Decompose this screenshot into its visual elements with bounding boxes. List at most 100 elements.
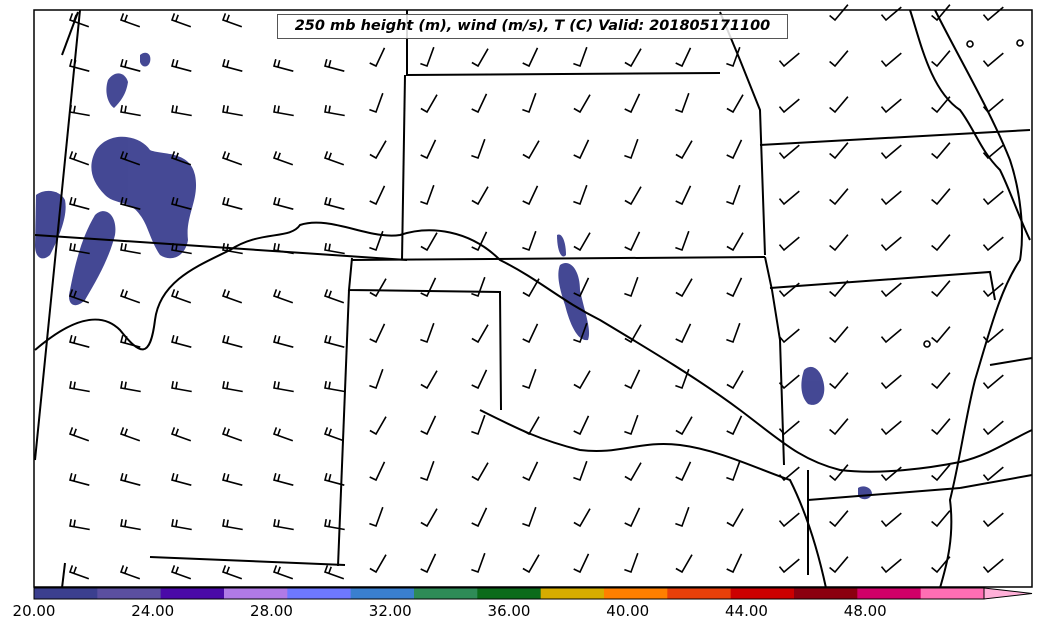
wind-barb — [420, 46, 435, 68]
wind-barb — [931, 234, 951, 252]
wind-barb — [471, 552, 486, 574]
colorbar-tick-label: 20.00 — [12, 602, 56, 620]
wind-barb — [69, 58, 90, 72]
colorbar-tick-label: 24.00 — [131, 602, 175, 620]
wind-barb — [171, 58, 192, 72]
wind-barb — [324, 380, 345, 393]
wind-barb — [119, 427, 141, 442]
wind-barb — [522, 323, 539, 344]
wind-barb — [69, 334, 90, 348]
border-illinois-lake — [909, 9, 1031, 241]
colorbar-segment — [34, 588, 98, 599]
wind-barb — [471, 48, 489, 68]
colorbar-segment — [857, 588, 922, 599]
border-colorado-nm — [347, 257, 502, 411]
colorbar-segment — [920, 588, 985, 599]
shaded-region-oklahoma — [558, 262, 590, 341]
wind-barb — [624, 462, 642, 482]
wind-barb — [221, 13, 243, 28]
wind-barb — [222, 58, 243, 72]
wind-barb — [69, 104, 90, 117]
wind-barb — [726, 508, 744, 528]
wind-barb — [222, 472, 243, 486]
wind-barb — [369, 230, 384, 252]
wind-barb — [726, 46, 741, 68]
wind-barb — [68, 13, 90, 28]
wind-barb — [624, 324, 642, 344]
map-title: 250 mb height (m), wind (m/s), T (C) Val… — [277, 14, 788, 39]
border-nm-west — [337, 289, 350, 567]
wind-barb — [69, 380, 90, 393]
wind-barb — [324, 334, 345, 348]
wind-barb — [324, 104, 345, 117]
wind-barb — [68, 289, 90, 304]
colorbar-segment — [730, 588, 795, 599]
height-contour-2 — [479, 409, 827, 589]
wind-barb — [778, 466, 800, 482]
wind-barb — [982, 558, 1004, 574]
wind-barb — [222, 196, 243, 210]
wind-barb — [222, 380, 243, 393]
wind-barb — [273, 58, 294, 72]
border-colorado-north — [34, 234, 408, 261]
wind-barb — [931, 418, 951, 436]
wind-barb — [880, 6, 902, 22]
wind-barb — [369, 323, 386, 344]
wind-barb — [273, 104, 294, 117]
wind-barb — [471, 324, 489, 344]
wind-barb — [829, 96, 849, 114]
wind-barb — [573, 232, 591, 252]
wind-barb — [522, 554, 540, 574]
wind-barb — [880, 420, 902, 436]
border-nevada-utah — [34, 9, 81, 461]
colorbar-segment — [540, 588, 605, 599]
wind-barb — [573, 277, 590, 298]
wind-barb — [778, 558, 800, 574]
colorbar-segment — [160, 588, 225, 599]
wind-barb — [675, 92, 690, 114]
wind-barb — [931, 464, 951, 482]
wind-barb — [119, 13, 141, 28]
wind-barb — [624, 93, 641, 114]
wind-barb — [726, 322, 741, 344]
wind-barb — [272, 427, 294, 442]
wind-barb — [471, 507, 488, 528]
wind-barb — [420, 370, 438, 390]
wind-barb — [273, 196, 294, 210]
wind-barb — [982, 144, 1004, 160]
wind-barb — [982, 466, 1004, 482]
wind-barb — [573, 46, 588, 68]
wind-barb — [324, 196, 345, 210]
wind-barb — [726, 232, 744, 252]
wind-barb — [69, 518, 90, 531]
wind-barb — [170, 13, 192, 28]
wind-barb — [726, 415, 743, 436]
wind-barb — [982, 190, 1004, 206]
wind-barb — [522, 92, 537, 114]
wind-barb — [120, 518, 141, 531]
wind-barb — [170, 565, 192, 580]
wind-barb — [880, 282, 902, 298]
colorbar-tick-label: 32.00 — [368, 602, 412, 620]
wind-barb — [982, 374, 1004, 390]
colorbar — [33, 587, 1033, 600]
wind-barb — [323, 565, 345, 580]
wind-barb — [522, 47, 539, 68]
wind-barb — [69, 472, 90, 486]
colorbar-segment — [97, 588, 162, 599]
wind-barb — [69, 242, 90, 255]
wind-barb — [624, 369, 641, 390]
wind-barb — [829, 280, 849, 298]
wind-barb — [931, 556, 951, 574]
wind-barb — [369, 506, 384, 528]
wind-barb — [471, 93, 488, 114]
wind-barb — [171, 472, 192, 486]
wind-barb — [829, 234, 849, 252]
wind-barb — [880, 374, 902, 390]
wind-barb — [982, 98, 1004, 114]
colorbar-tick-label: 28.00 — [250, 602, 293, 620]
wind-barb — [829, 372, 849, 390]
wind-barb — [778, 98, 800, 114]
wind-barb — [324, 472, 345, 486]
